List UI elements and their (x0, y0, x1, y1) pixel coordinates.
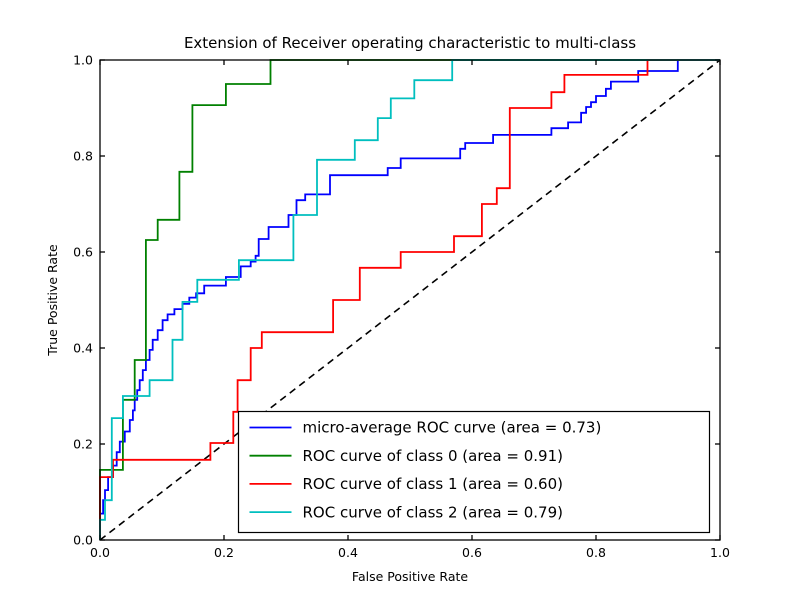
y-tick-label: 0.6 (73, 245, 93, 260)
x-tick-label: 0.0 (90, 545, 110, 560)
legend-label-class-1: ROC curve of class 1 (area = 0.60) (303, 475, 563, 493)
chance-diagonal-line (99, 59, 721, 541)
legend-label-class-0: ROC curve of class 0 (area = 0.91) (303, 447, 563, 465)
x-axis-label: False Positive Rate (352, 569, 468, 584)
x-tick-label: 0.8 (586, 545, 606, 560)
legend-box (237, 410, 711, 534)
axes-frame (99, 59, 721, 541)
legend-label-class-2: ROC curve of class 2 (area = 0.79) (303, 503, 563, 521)
y-tick-label: 0.0 (73, 533, 93, 548)
legend: micro-average ROC curve (area = 0.73) ROC… (237, 410, 711, 534)
roc-curve-class-2 (99, 59, 720, 540)
plot-area: 0.0 0.2 0.4 0.6 0.8 1.0 0.0 0.2 0.4 0.6 0.8 1.0 (73, 53, 730, 561)
x-tick-label: 0.6 (462, 545, 482, 560)
y-tick-label: 0.4 (73, 341, 93, 356)
x-tick-label: 1.0 (710, 545, 730, 560)
roc-curve-micro-average (99, 59, 720, 540)
x-tick-label: 0.4 (338, 545, 358, 560)
chart-title: Extension of Receiver operating characte… (184, 34, 636, 52)
y-tick-label: 1.0 (73, 53, 93, 68)
legend-label-micro-average: micro-average ROC curve (area = 0.73) (303, 419, 602, 437)
y-tick-label: 0.2 (73, 437, 93, 452)
roc-curve-class-1 (99, 59, 720, 540)
y-tick-label: 0.8 (73, 149, 93, 164)
y-axis-label: True Positive Rate (45, 244, 60, 357)
x-tick-label: 0.2 (214, 545, 234, 560)
